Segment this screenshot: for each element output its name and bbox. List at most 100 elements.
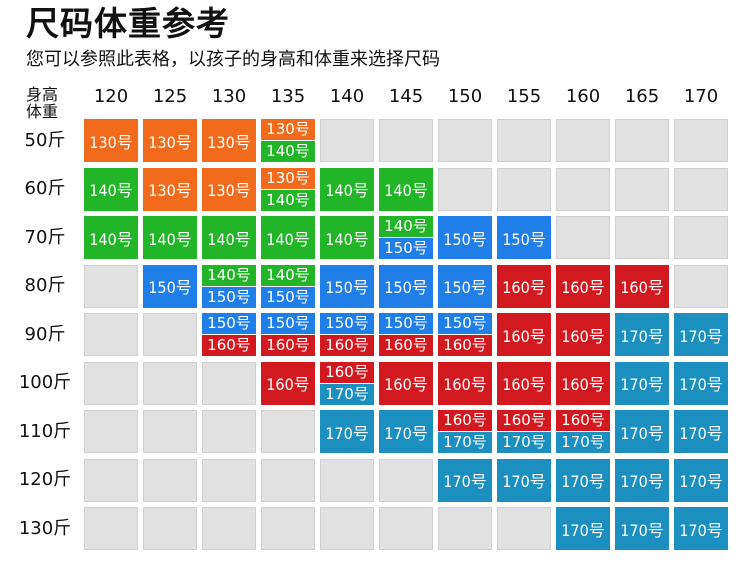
- height-header: 120: [93, 86, 129, 107]
- size-cell: 160号: [497, 361, 551, 405]
- size-cell-half: 170号: [497, 431, 551, 453]
- size-cell: 150号: [320, 264, 374, 308]
- empty-cell: [202, 361, 256, 405]
- empty-cell: [84, 313, 138, 356]
- size-cell: 150号: [379, 264, 433, 308]
- size-cell: 170号: [674, 458, 728, 502]
- size-cell-split: 150号 160号: [202, 313, 256, 356]
- size-cell: 170号: [615, 313, 669, 356]
- weight-header: 130斤: [18, 517, 72, 539]
- height-header: 135: [270, 86, 306, 107]
- size-cell: 150号: [497, 216, 551, 259]
- size-cell: 170号: [497, 458, 551, 502]
- height-header: 160: [565, 86, 601, 107]
- size-cell: 170号: [615, 507, 669, 550]
- weight-header: 60斤: [24, 178, 66, 199]
- empty-cell: [674, 264, 728, 308]
- size-cell: 140号: [320, 167, 374, 211]
- empty-cell: [438, 119, 492, 162]
- size-cell: 130号: [143, 167, 197, 211]
- height-header: 140: [329, 86, 365, 107]
- size-cell: 170号: [615, 410, 669, 453]
- size-cell-half: 160号: [438, 410, 492, 431]
- size-cell-half: 140号: [261, 140, 315, 162]
- empty-cell: [615, 119, 669, 162]
- empty-cell: [320, 119, 374, 162]
- size-cell-half: 140号: [261, 264, 315, 286]
- empty-cell: [615, 216, 669, 259]
- empty-cell: [143, 507, 197, 550]
- size-cell: 130号: [143, 119, 197, 162]
- empty-cell: [438, 167, 492, 211]
- size-cell-half: 160号: [202, 334, 256, 356]
- empty-cell: [497, 119, 551, 162]
- size-cell-half: 160号: [497, 410, 551, 431]
- height-header: 130: [211, 86, 247, 107]
- size-cell: 140号: [143, 216, 197, 259]
- size-cell-half: 160号: [320, 361, 374, 383]
- size-cell-half: 170号: [320, 382, 374, 405]
- empty-cell: [674, 119, 728, 162]
- empty-cell: [143, 313, 197, 356]
- size-cell-split: 150号 160号: [438, 313, 492, 356]
- weight-header: 110斤: [18, 420, 72, 442]
- empty-cell: [497, 167, 551, 211]
- empty-cell: [84, 264, 138, 308]
- empty-cell: [379, 458, 433, 502]
- size-cell: 140号: [261, 216, 315, 259]
- empty-cell: [84, 507, 138, 550]
- size-cell: 140号: [84, 167, 138, 211]
- size-cell: 160号: [261, 361, 315, 405]
- empty-cell: [674, 167, 728, 211]
- size-cell: 150号: [438, 216, 492, 259]
- size-cell-split: 140号 150号: [261, 264, 315, 308]
- empty-cell: [202, 410, 256, 453]
- size-cell-split: 140号 150号: [379, 216, 433, 259]
- size-cell: 160号: [497, 313, 551, 356]
- empty-cell: [84, 361, 138, 405]
- size-cell-half: 150号: [261, 313, 315, 334]
- empty-cell: [497, 507, 551, 550]
- size-cell: 150号: [438, 264, 492, 308]
- empty-cell: [202, 458, 256, 502]
- empty-cell: [143, 361, 197, 405]
- size-cell: 170号: [556, 507, 610, 550]
- size-cell-half: 130号: [261, 167, 315, 189]
- size-cell-half: 160号: [438, 334, 492, 356]
- empty-cell: [143, 410, 197, 453]
- empty-cell: [320, 507, 374, 550]
- size-cell-half: 140号: [202, 264, 256, 286]
- size-cell-half: 160号: [320, 334, 374, 356]
- size-cell: 170号: [556, 458, 610, 502]
- height-axis-label: 身高: [26, 85, 59, 104]
- empty-cell: [556, 167, 610, 211]
- size-cell-split: 140号 150号: [202, 264, 256, 308]
- size-cell-half: 170号: [556, 431, 610, 453]
- empty-cell: [261, 410, 315, 453]
- size-cell-half: 150号: [379, 313, 433, 334]
- size-cell: 170号: [438, 458, 492, 502]
- size-cell: 170号: [615, 458, 669, 502]
- height-header: 165: [624, 86, 660, 107]
- size-cell-half: 150号: [202, 313, 256, 334]
- size-cell-split: 160号 170号: [556, 410, 610, 453]
- size-cell: 160号: [556, 264, 610, 308]
- size-cell: 140号: [202, 216, 256, 259]
- size-cell: 170号: [615, 361, 669, 405]
- empty-cell: [143, 458, 197, 502]
- weight-header: 50斤: [24, 129, 66, 151]
- size-cell: 170号: [674, 507, 728, 550]
- empty-cell: [202, 507, 256, 550]
- empty-cell: [84, 410, 138, 453]
- size-cell: 130号: [202, 119, 256, 162]
- size-cell: 170号: [379, 410, 433, 453]
- size-cell-half: 150号: [438, 313, 492, 334]
- empty-cell: [556, 119, 610, 162]
- size-cell: 150号: [143, 264, 197, 308]
- size-cell: 160号: [497, 264, 551, 308]
- size-cell: 160号: [556, 361, 610, 405]
- size-cell: 170号: [674, 361, 728, 405]
- size-cell-half: 140号: [261, 188, 315, 211]
- empty-cell: [556, 216, 610, 259]
- weight-header: 70斤: [24, 226, 66, 248]
